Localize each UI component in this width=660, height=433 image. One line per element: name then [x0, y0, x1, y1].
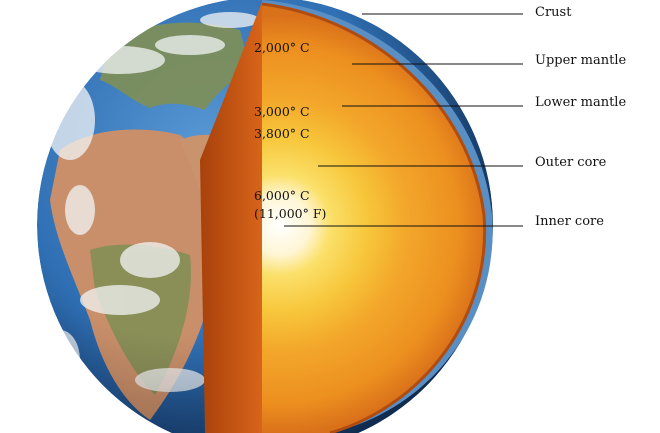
temp-inner-core-c: 6,000° C	[254, 188, 310, 203]
leader-lines	[284, 13, 523, 227]
temp-lower-mantle: 3,000° C	[254, 104, 310, 119]
temp-upper-mantle: 2,000° C	[254, 40, 310, 55]
cut-face-edge	[200, 2, 262, 433]
label-crust: Crust	[535, 5, 572, 20]
label-inner-core: Inner core	[535, 214, 604, 229]
temp-inner-core-f: (11,000° F)	[254, 206, 326, 221]
label-lower-mantle: Lower mantle	[535, 95, 626, 110]
temp-outer-core: 3,800° C	[254, 126, 310, 141]
crust-line	[261, 2, 487, 433]
interior-layers	[262, 4, 485, 433]
label-outer-core: Outer core	[535, 155, 607, 170]
label-upper-mantle: Upper mantle	[535, 53, 626, 68]
cutaway-section	[200, 0, 493, 433]
